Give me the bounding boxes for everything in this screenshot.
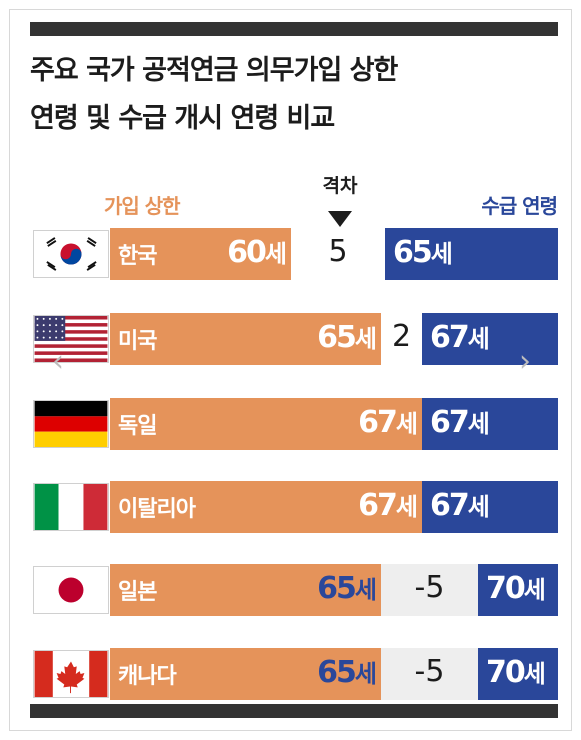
pension-age-value: 67 — [430, 488, 470, 523]
unit-label: 세 — [430, 240, 453, 268]
korea-flag-icon — [33, 230, 109, 278]
join-age-value: 67 — [358, 405, 398, 440]
pension-age-value: 67 — [430, 320, 470, 355]
pension-age-label: 65세 — [393, 234, 453, 270]
join-age-label: 65세 — [317, 570, 377, 606]
chart-row: 독일 67세 67세 — [0, 398, 581, 450]
pension-age-label: 67세 — [430, 404, 490, 440]
top-rule — [30, 22, 558, 36]
canada-flag-icon — [33, 650, 109, 698]
pension-age-bar — [478, 648, 558, 700]
pension-age-value: 65 — [393, 235, 433, 270]
unit-label: 세 — [354, 660, 377, 688]
pension-age-bar — [478, 564, 558, 616]
unit-label: 세 — [354, 325, 377, 353]
unit-label: 세 — [523, 576, 546, 604]
unit-label: 세 — [467, 493, 490, 521]
unit-label: 세 — [395, 410, 418, 438]
country-label: 미국 — [118, 329, 157, 354]
join-age-value: 60 — [227, 235, 267, 270]
germany-flag-icon — [33, 400, 109, 448]
chart-row: 한국 60세 5 65세 — [0, 228, 581, 280]
italy-flag-icon — [33, 483, 109, 531]
join-age-label: 60세 — [227, 234, 287, 270]
chevron-right-icon[interactable]: › — [519, 344, 531, 379]
pension-age-value: 70 — [486, 571, 526, 606]
unit-label: 세 — [467, 325, 490, 353]
join-age-bar — [110, 398, 422, 450]
chart-row: 이탈리아 67세 67세 — [0, 481, 581, 533]
country-label: 캐나다 — [118, 664, 177, 689]
chevron-left-icon[interactable]: ‹ — [52, 344, 64, 379]
bottom-rule — [30, 704, 558, 718]
pension-age-value: 70 — [486, 655, 526, 690]
chart-row: 미국 65세 2 67세 — [0, 313, 581, 365]
title-line-2: 연령 및 수급 개시 연령 비교 — [30, 103, 335, 134]
legend-join-label: 가입 상한 — [104, 194, 181, 218]
title-line-1: 주요 국가 공적연금 의무가입 상한 — [30, 55, 398, 86]
country-label: 이탈리아 — [118, 497, 196, 522]
join-age-value: 65 — [317, 320, 357, 355]
chart-row: 일본 65세 -5 70세 — [0, 564, 581, 616]
join-age-label: 65세 — [317, 654, 377, 690]
join-age-bar — [110, 481, 422, 533]
unit-label: 세 — [395, 493, 418, 521]
join-age-bar — [110, 313, 381, 365]
pension-age-label: 67세 — [430, 487, 490, 523]
gap-value: 5 — [328, 234, 348, 269]
country-label: 일본 — [118, 580, 157, 605]
pension-age-bar — [422, 398, 558, 450]
join-age-label: 67세 — [358, 404, 418, 440]
gap-bar — [381, 648, 478, 700]
join-age-bar — [110, 648, 381, 700]
pension-age-value: 67 — [430, 405, 470, 440]
join-age-value: 65 — [317, 655, 357, 690]
country-label: 독일 — [118, 414, 157, 439]
join-age-label: 65세 — [317, 319, 377, 355]
pension-age-label: 70세 — [486, 570, 546, 606]
gap-value: -5 — [414, 570, 445, 605]
join-age-bar — [110, 564, 381, 616]
join-age-bar — [110, 228, 291, 280]
unit-label: 세 — [264, 240, 287, 268]
unit-label: 세 — [354, 576, 377, 604]
join-age-value: 65 — [317, 571, 357, 606]
pension-age-label: 70세 — [486, 654, 546, 690]
join-age-label: 67세 — [358, 487, 418, 523]
unit-label: 세 — [523, 660, 546, 688]
down-arrow-icon — [328, 211, 352, 227]
gap-value: -5 — [414, 654, 445, 689]
pension-age-label: 67세 — [430, 319, 490, 355]
japan-flag-icon — [33, 566, 109, 614]
country-label: 한국 — [118, 244, 157, 269]
pension-age-bar — [422, 481, 558, 533]
join-age-value: 67 — [358, 488, 398, 523]
chart-row: 캐나다 65세 -5 70세 — [0, 648, 581, 700]
unit-label: 세 — [467, 410, 490, 438]
gap-bar — [381, 564, 478, 616]
legend-pension-label: 수급 연령 — [481, 194, 558, 218]
pension-age-bar — [385, 228, 558, 280]
usa-flag-icon — [33, 315, 109, 363]
gap-header: 격차 — [322, 175, 358, 197]
pension-age-bar — [422, 313, 558, 365]
gap-value: 2 — [391, 319, 412, 354]
